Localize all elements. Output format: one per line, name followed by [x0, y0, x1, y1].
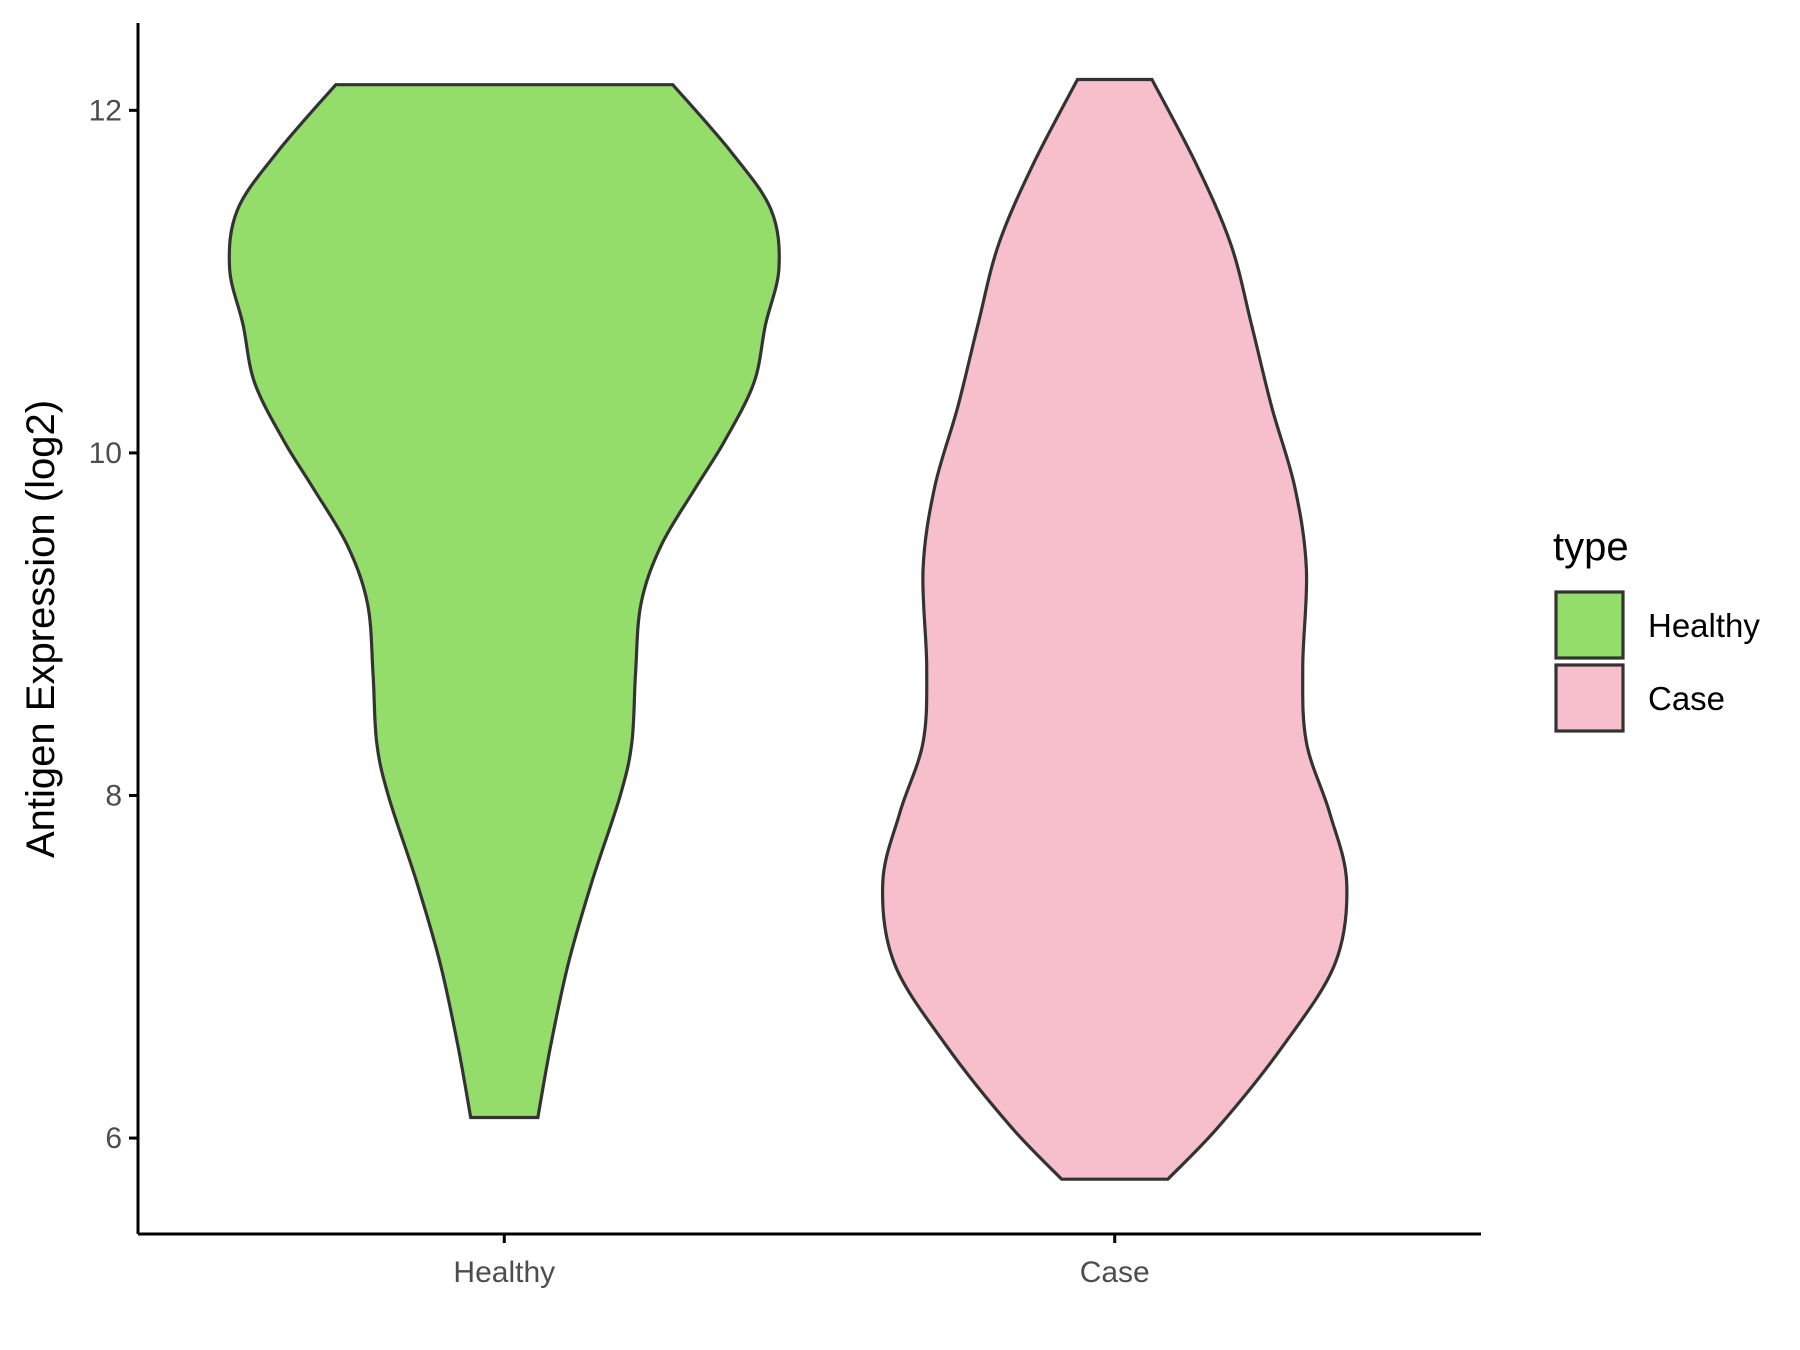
y-tick-label: 10	[89, 437, 122, 470]
y-tick-label: 8	[105, 780, 122, 813]
y-tick-label: 6	[105, 1122, 122, 1155]
y-tick-label: 12	[89, 94, 122, 127]
violin	[227, 83, 781, 1120]
violin	[880, 77, 1349, 1181]
x-tick-label: Healthy	[453, 1256, 555, 1289]
legend-key	[1554, 663, 1625, 733]
legend-label: Healthy	[1648, 607, 1760, 644]
legend-label: Case	[1648, 680, 1725, 717]
x-tick-label: Case	[1080, 1256, 1150, 1289]
y-axis-title: Antigen Expression (log2)	[19, 400, 63, 858]
legend-title: type	[1553, 525, 1629, 569]
legend-key	[1554, 590, 1625, 660]
